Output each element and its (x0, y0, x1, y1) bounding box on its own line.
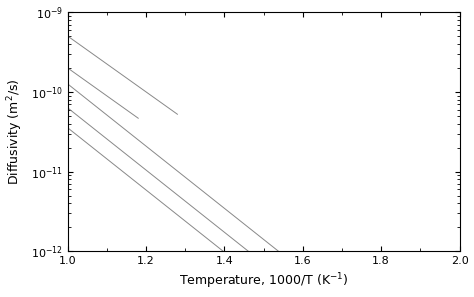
Y-axis label: Diffusivity (m$^2$/s): Diffusivity (m$^2$/s) (6, 78, 25, 185)
X-axis label: Temperature, 1000/T (K$^{-1}$): Temperature, 1000/T (K$^{-1}$) (179, 272, 348, 291)
